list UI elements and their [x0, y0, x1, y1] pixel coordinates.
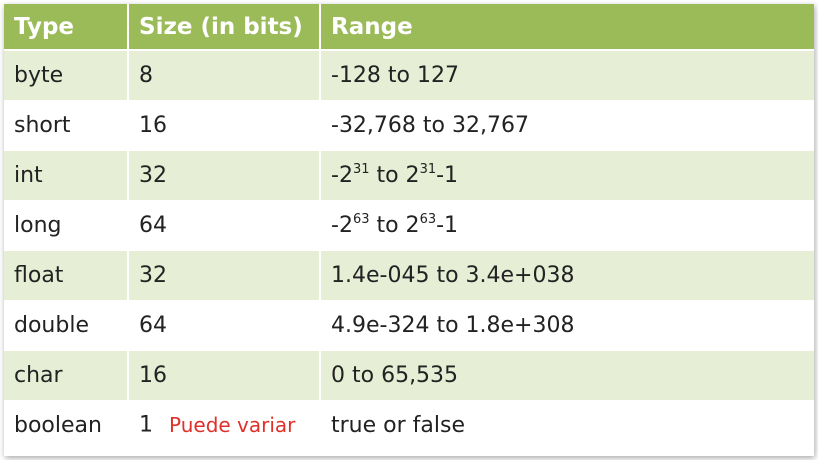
cell-type: char — [4, 350, 129, 400]
range-upper-base: to 2 — [369, 162, 420, 188]
cell-type: double — [4, 300, 129, 350]
cell-range: -263 to 263-1 — [320, 200, 814, 250]
header-size: Size (in bits) — [128, 4, 321, 51]
range-lower-exponent: 63 — [352, 211, 370, 227]
cell-size: 16 — [128, 100, 321, 150]
cell-type: long — [4, 200, 129, 250]
cell-range: true or false — [331, 412, 465, 438]
cell-type: boolean — [4, 400, 129, 450]
cell-range: 0 to 65,535 — [331, 362, 459, 388]
range-upper-offset: -1 — [436, 212, 459, 238]
range-upper-base: to 2 — [369, 212, 420, 238]
range-lower-base: -2 — [331, 162, 353, 188]
range-upper-exponent: 31 — [419, 161, 437, 177]
cell-range: -128 to 127 — [331, 62, 459, 88]
cell-size: 16 — [128, 350, 321, 400]
data-types-table-container: Type Size (in bits) Range byte 8 -128 to… — [4, 4, 814, 456]
header-range: Range — [320, 4, 814, 51]
cell-type: int — [4, 150, 129, 200]
cell-size: 8 — [128, 50, 321, 100]
table-row-char: char 16 0 to 65,535 — [4, 350, 814, 400]
size-note-annotation: Puede variar — [163, 411, 302, 439]
cell-size: 32 — [128, 250, 321, 300]
cell-range: -231 to 231-1 — [320, 150, 814, 200]
data-types-table: Type Size (in bits) Range byte 8 -128 to… — [4, 4, 814, 451]
cell-type: float — [4, 250, 129, 300]
header-type: Type — [4, 4, 129, 51]
table-row-int: int 32 -231 to 231-1 — [4, 150, 814, 200]
cell-size: 1 Puede variar — [128, 400, 321, 450]
cell-size: 32 — [128, 150, 321, 200]
table-row-boolean: boolean 1 Puede variar true or false — [4, 400, 814, 450]
cell-type: short — [4, 100, 129, 150]
range-lower-exponent: 31 — [352, 161, 370, 177]
cell-size: 64 — [128, 200, 321, 250]
range-upper-offset: -1 — [436, 162, 459, 188]
table-row-long: long 64 -263 to 263-1 — [4, 200, 814, 250]
table-row-double: double 64 4.9e-324 to 1.8e+308 — [4, 300, 814, 350]
cell-range: 4.9e-324 to 1.8e+308 — [331, 312, 575, 338]
size-value: 1 — [139, 412, 153, 437]
range-upper-exponent: 63 — [419, 211, 437, 227]
table-header-row: Type Size (in bits) Range — [4, 4, 814, 51]
table-row-byte: byte 8 -128 to 127 — [4, 50, 814, 100]
cell-type: byte — [4, 50, 129, 100]
table-row-float: float 32 1.4e-045 to 3.4e+038 — [4, 250, 814, 300]
cell-range: 1.4e-045 to 3.4e+038 — [331, 262, 575, 288]
cell-size: 64 — [128, 300, 321, 350]
range-lower-base: -2 — [331, 212, 353, 238]
table-row-short: short 16 -32,768 to 32,767 — [4, 100, 814, 150]
cell-range: -32,768 to 32,767 — [331, 112, 529, 138]
